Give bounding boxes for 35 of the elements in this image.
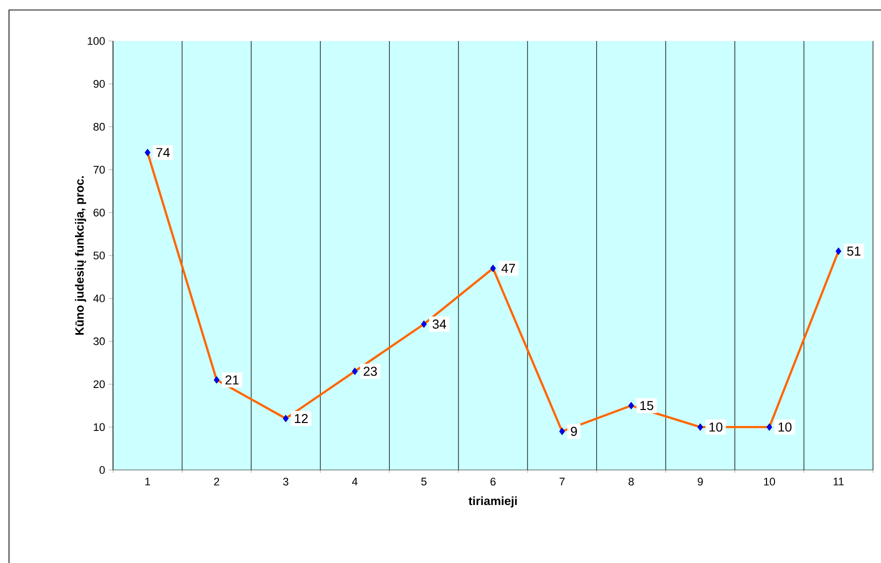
- data-label: 10: [778, 422, 792, 432]
- y-tick-label: 10: [94, 423, 105, 431]
- data-label: 12: [294, 414, 308, 424]
- data-label: 15: [640, 401, 654, 410]
- x-tick-label: 2: [214, 478, 220, 486]
- x-tick-label: 9: [698, 478, 703, 486]
- y-tick-label: 0: [100, 466, 105, 474]
- data-label: 47: [502, 264, 515, 273]
- data-label: 9: [570, 426, 577, 436]
- x-tick-label: 7: [560, 478, 565, 486]
- x-tick-label: 6: [490, 478, 496, 486]
- x-tick-label: 4: [352, 478, 358, 486]
- y-tick-label: 20: [94, 380, 105, 388]
- y-tick-label: 30: [93, 337, 105, 346]
- data-label: 74: [156, 148, 170, 157]
- y-tick-label: 40: [93, 294, 105, 302]
- x-tick-label: 8: [628, 478, 634, 486]
- data-label: 10: [709, 422, 722, 432]
- x-axis-title: tiriamieji: [468, 496, 517, 508]
- data-label: 51: [847, 246, 860, 256]
- y-tick-label: 50: [93, 252, 105, 260]
- y-tick-label: 90: [94, 80, 105, 88]
- y-axis-title: Kūno judesių funkcija, proc.: [74, 176, 86, 335]
- x-tick-label: 10: [764, 478, 776, 486]
- data-label: 21: [226, 375, 239, 384]
- x-tick-label: 5: [421, 478, 426, 486]
- y-tick-label: 60: [94, 208, 105, 216]
- x-tick-label: 11: [834, 478, 844, 486]
- y-tick-label: 70: [94, 166, 105, 174]
- x-tick-label: 3: [283, 478, 288, 486]
- y-tick-label: 80: [94, 122, 105, 131]
- y-tick-label: 100: [88, 37, 105, 45]
- data-label: 23: [364, 366, 377, 376]
- data-label: 34: [432, 320, 446, 329]
- x-tick-label: 1: [145, 478, 150, 486]
